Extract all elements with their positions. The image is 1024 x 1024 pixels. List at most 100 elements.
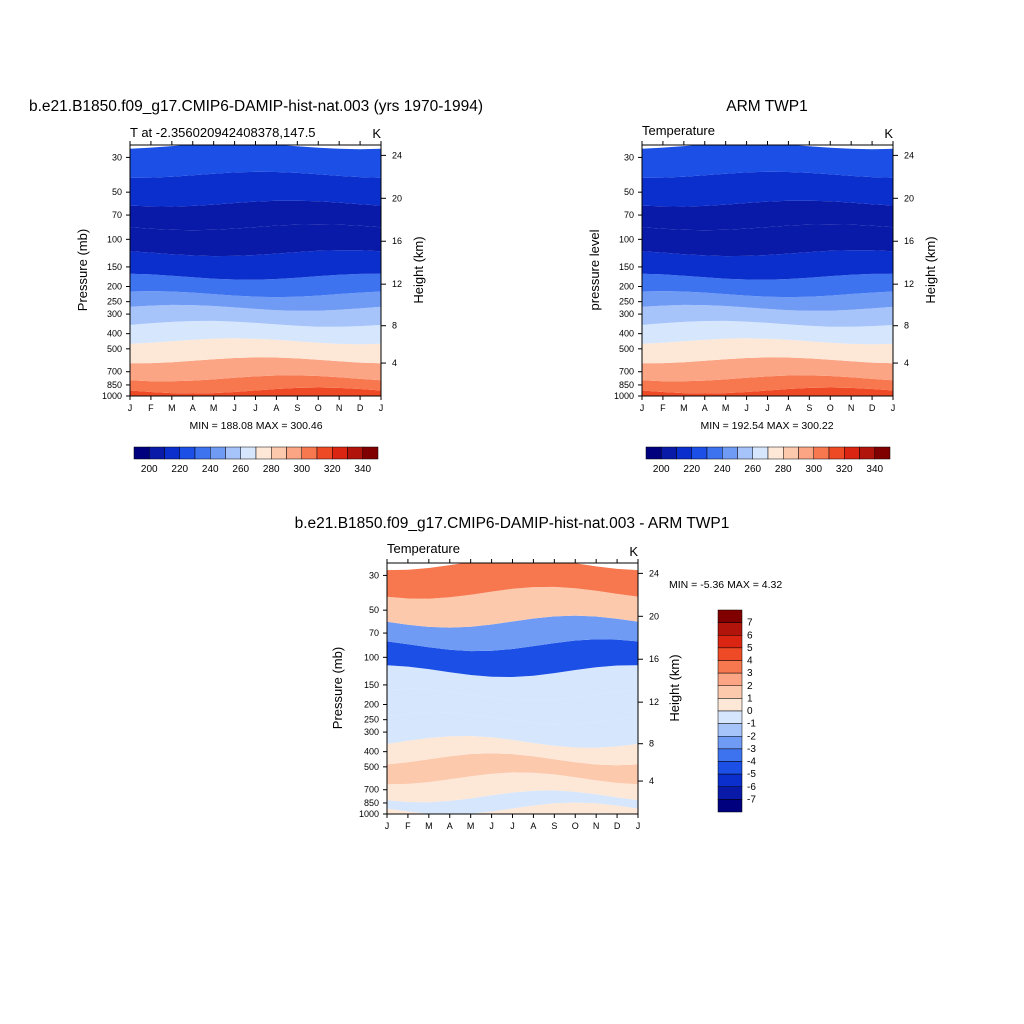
y-tick-label: 30 [624,152,634,162]
x-tick-label: J [744,403,749,413]
y-tick-label: 300 [619,309,634,319]
panel3-left-label: Temperature [387,541,460,556]
y-tick-label: 70 [624,210,634,220]
panel2-units: K [884,126,893,141]
colorbar-label: 0 [747,706,753,717]
contour-band [642,291,893,311]
contour-band [130,250,381,280]
contour-band [130,273,381,298]
panel2-y2label: Height (km) [923,236,938,303]
colorbar-label: 200 [653,464,670,475]
colorbar-label: 1 [747,693,753,704]
contour-band [130,357,381,382]
contour-band [642,200,893,231]
panel3-plot: J F M A M J J A S O N D J 30 50 70 100 150 200 250 300 400 500… [359,559,659,831]
x-tick-label: F [660,403,666,413]
x-tick-label: M [722,403,730,413]
plot-area [642,145,893,396]
colorbar-swatch [767,446,784,460]
x-tick-label: O [315,403,322,413]
y-tick-label: 100 [364,652,379,662]
colorbar-label: 240 [202,464,219,475]
contour-band [130,224,381,257]
colorbar-label: 240 [714,464,731,475]
colorbar-label: -5 [747,769,756,780]
colorbar-swatch [798,446,814,460]
y-tick-label: 250 [619,297,634,307]
colorbar-label: -6 [747,782,756,793]
x-tick-label: J [489,821,494,831]
panel1-left-label: T at -2.356020942408378,147.5 [130,125,316,140]
x-tick-label: M [425,821,433,831]
panel2-ylabel: pressure level [587,229,602,310]
colorbar-swatch [225,446,241,460]
colorbar-label: 2 [747,681,753,692]
colorbar-swatch [706,446,723,460]
y-tick-label: 300 [107,309,122,319]
colorbar-label: 7 [747,618,753,629]
colorbar-label: -3 [747,744,756,755]
x-tick-label: J [765,403,770,413]
colorbar-swatch [828,446,845,460]
y-tick-label: 1000 [102,391,122,401]
colorbar-swatch [133,446,150,460]
y2-tick-label: 12 [649,697,659,707]
colorbar-swatch [316,446,333,460]
y-tick-label: 500 [364,762,379,772]
colorbar-label: 300 [293,464,310,475]
x-tick-label: M [210,403,218,413]
colorbar-swatch [164,446,180,460]
colorbar-swatch [717,710,743,724]
colorbar-label: 200 [141,464,158,475]
colorbar-swatch [783,446,799,460]
y-tick-label: 50 [112,187,122,197]
contour-band [387,586,638,628]
x-tick-label: N [336,403,343,413]
colorbar-swatch [717,672,743,686]
y-tick-label: 300 [364,727,379,737]
colorbar-label: 340 [354,464,371,475]
y-tick-label: 400 [107,329,122,339]
panel2-title: ARM TWP1 [726,98,808,115]
x-tick-label: A [702,403,708,413]
y-tick-label: 400 [364,747,379,757]
colorbar-label: 260 [232,464,249,475]
x-tick-label: N [593,821,600,831]
panel2-plot: J F M A M J J A S O N D J 30 50 70 100 150 200 250 300 400 500… [614,141,914,413]
panel3-y2label: Height (km) [667,654,682,721]
contour-band [387,736,638,766]
plot-area [130,145,381,396]
y-tick-label: 150 [107,262,122,272]
y-tick-label: 200 [107,281,122,291]
contour-band [642,387,893,396]
colorbar-label: 220 [683,464,700,475]
colorbar-swatch [717,723,743,737]
colorbar-label: 4 [747,656,753,667]
y2-tick-label: 24 [904,150,914,160]
colorbar-swatch [717,698,743,712]
y-tick-label: 1000 [359,809,379,819]
x-tick-label: M [680,403,688,413]
y-tick-label: 50 [624,187,634,197]
colorbar-swatch [676,446,692,460]
y-tick-label: 70 [112,210,122,220]
contour-band [642,320,893,345]
contour-band [642,250,893,280]
colorbar-swatch [255,446,272,460]
panel1-units: K [372,126,381,141]
colorbar-label: -2 [747,731,756,742]
x-tick-label: M [168,403,176,413]
contour-band [642,224,893,257]
y2-tick-label: 20 [392,193,402,203]
contour-band [387,790,638,814]
x-tick-label: O [572,821,579,831]
panel1-colorbar: 200 220 240 260 280 300 320 340 [133,446,379,475]
y2-tick-label: 20 [649,611,659,621]
contour-band [130,200,381,231]
panel2-left-label: Temperature [642,123,715,138]
y-tick-label: 700 [107,367,122,377]
colorbar-swatch [752,446,769,460]
colorbar-swatch [149,446,165,460]
contour-band [130,145,381,178]
colorbar-swatch [645,446,662,460]
